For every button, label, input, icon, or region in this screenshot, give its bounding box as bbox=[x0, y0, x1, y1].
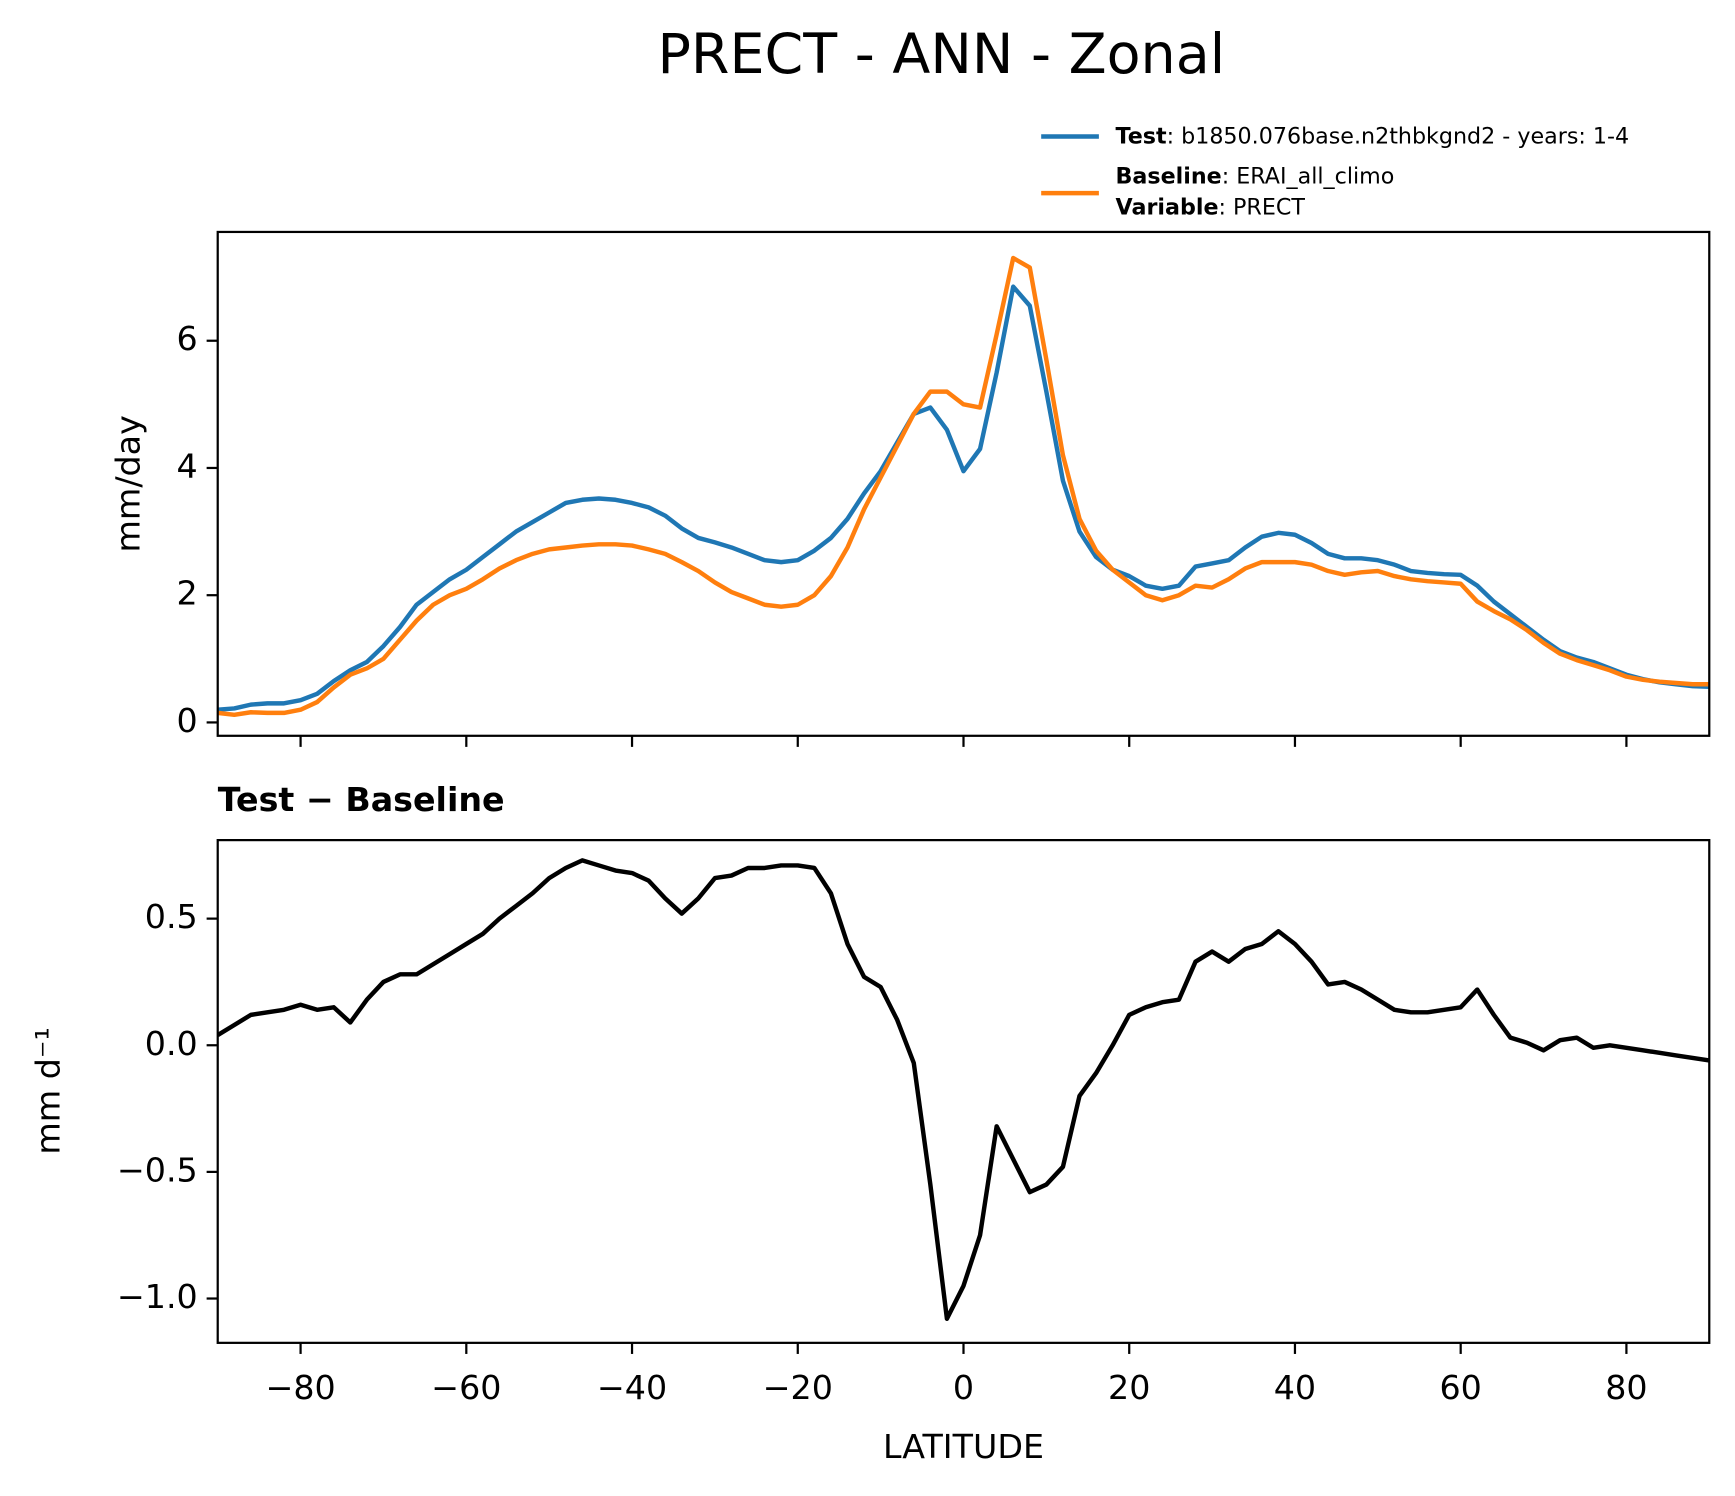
y-tick-label: 6 bbox=[177, 319, 198, 358]
data-line bbox=[217, 284, 1710, 712]
x-axis-label: LATITUDE bbox=[883, 1427, 1044, 1466]
y-tick-label: −1.0 bbox=[117, 1277, 198, 1316]
x-tick-label: 40 bbox=[1274, 1368, 1316, 1407]
y-tick-label: 0.0 bbox=[145, 1024, 198, 1063]
x-tick-label: 0 bbox=[953, 1368, 974, 1407]
x-tick-label: 60 bbox=[1440, 1368, 1482, 1407]
x-tick-label: 80 bbox=[1605, 1368, 1647, 1407]
legend-entry: Baseline: ERAI_all_climo bbox=[1116, 163, 1395, 189]
legend-entry: Variable: PRECT bbox=[1116, 194, 1306, 220]
y-axis-label: mm d⁻¹ bbox=[29, 1027, 68, 1154]
legend-entry: Test: b1850.076base.n2thbkgnd2 - years: … bbox=[1116, 123, 1630, 149]
y-tick-label: 0 bbox=[177, 701, 198, 740]
x-tick-label: −80 bbox=[265, 1368, 335, 1407]
y-tick-label: 2 bbox=[177, 574, 198, 613]
y-tick-label: 0.5 bbox=[145, 897, 198, 936]
data-line bbox=[217, 255, 1710, 718]
axes-frame bbox=[216, 230, 1711, 737]
axes-frame bbox=[216, 839, 1711, 1344]
x-tick-label: −60 bbox=[431, 1368, 501, 1407]
data-line bbox=[217, 858, 1710, 1322]
y-tick-label: 4 bbox=[177, 446, 198, 485]
y-axis-label: mm/day bbox=[109, 415, 148, 552]
figure-title: PRECT - ANN - Zonal bbox=[657, 23, 1225, 87]
x-tick-label: 20 bbox=[1108, 1368, 1150, 1407]
x-tick-label: −40 bbox=[597, 1368, 667, 1407]
subplot-title: Test − Baseline bbox=[218, 780, 505, 819]
y-tick-label: −0.5 bbox=[117, 1150, 198, 1189]
x-tick-label: −20 bbox=[763, 1368, 833, 1407]
legend: Test: b1850.076base.n2thbkgnd2 - years: … bbox=[1116, 123, 1630, 220]
